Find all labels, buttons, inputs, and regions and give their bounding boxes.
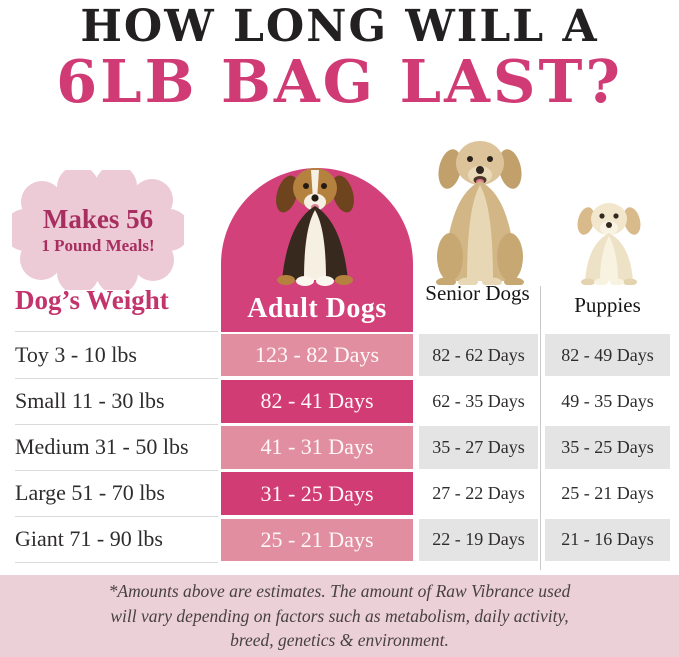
- senior-days-value: 82 - 62 Days: [419, 333, 538, 377]
- puppies-days-value: 49 - 35 Days: [545, 380, 670, 423]
- golden-retriever-image: [436, 141, 524, 285]
- adult-days-value: 123 - 82 Days: [221, 333, 413, 377]
- badge-line-1: Makes 56: [42, 203, 154, 234]
- column-header-puppies: Puppies: [574, 293, 641, 317]
- disclaimer-line-1: *Amounts above are estimates. The amount…: [108, 580, 571, 601]
- adult-days-value: 41 - 31 Days: [221, 426, 413, 469]
- table-row-toy: Toy 3 - 10 lbs 123 - 82 Days 82 - 62 Day…: [0, 331, 679, 380]
- badge-text: Makes 56 1 Pound Meals!: [12, 170, 184, 290]
- scallop-seal-shape: [12, 170, 184, 290]
- puppies-days-value: 35 - 25 Days: [545, 426, 670, 469]
- adult-days-value: 31 - 25 Days: [221, 472, 413, 515]
- title-line-1: HOW LONG WILL A: [80, 1, 599, 52]
- senior-puppies-column-divider: [540, 286, 541, 570]
- beagle-dog-image: [276, 168, 354, 286]
- senior-days-value: 35 - 27 Days: [419, 426, 538, 469]
- disclaimer-footer: *Amounts above are estimates. The amount…: [0, 575, 679, 657]
- adult-days-value: 25 - 21 Days: [221, 518, 413, 562]
- table-row-large: Large 51 - 70 lbs 31 - 25 Days 27 - 22 D…: [0, 470, 679, 518]
- badge-line-2: 1 Pound Meals!: [41, 235, 155, 255]
- table-row-medium: Medium 31 - 50 lbs 41 - 31 Days 35 - 27 …: [0, 424, 679, 472]
- disclaimer-line-2: will vary depending on factors such as m…: [110, 605, 569, 626]
- weight-column-header: Dog’s Weight: [15, 285, 169, 315]
- duration-table: Toy 3 - 10 lbs 123 - 82 Days 82 - 62 Day…: [0, 331, 679, 564]
- puppies-days-value: 21 - 16 Days: [545, 518, 670, 562]
- table-header-band: Makes 56 1 Pound Meals! Adult Dogs: [0, 118, 679, 332]
- weight-label: Medium 31 - 50 lbs: [15, 424, 218, 472]
- adult-days-value: 82 - 41 Days: [221, 380, 413, 423]
- labrador-puppy-image: [577, 203, 641, 285]
- weight-label: Toy 3 - 10 lbs: [15, 331, 218, 380]
- weight-label: Giant 71 - 90 lbs: [15, 516, 218, 564]
- senior-days-value: 22 - 19 Days: [419, 518, 538, 562]
- meals-badge: Makes 56 1 Pound Meals!: [12, 170, 184, 290]
- column-header-adult-dogs: Adult Dogs: [247, 293, 387, 324]
- disclaimer-line-3: breed, genetics & environment.: [230, 630, 449, 651]
- table-row-small: Small 11 - 30 lbs 82 - 41 Days 62 - 35 D…: [0, 378, 679, 425]
- table-row-giant: Giant 71 - 90 lbs 25 - 21 Days 22 - 19 D…: [0, 516, 679, 564]
- senior-days-value: 27 - 22 Days: [419, 472, 538, 515]
- weight-label: Large 51 - 70 lbs: [15, 470, 218, 518]
- puppies-days-value: 25 - 21 Days: [545, 472, 670, 515]
- weight-label: Small 11 - 30 lbs: [15, 378, 218, 425]
- title-block: HOW LONG WILL A 6LB BAG LAST?: [0, 0, 679, 111]
- senior-days-value: 62 - 35 Days: [419, 380, 538, 423]
- column-header-senior-dogs: Senior Dogs: [425, 281, 530, 305]
- title-line-2: 6LB BAG LAST?: [56, 46, 623, 116]
- puppies-days-value: 82 - 49 Days: [545, 333, 670, 377]
